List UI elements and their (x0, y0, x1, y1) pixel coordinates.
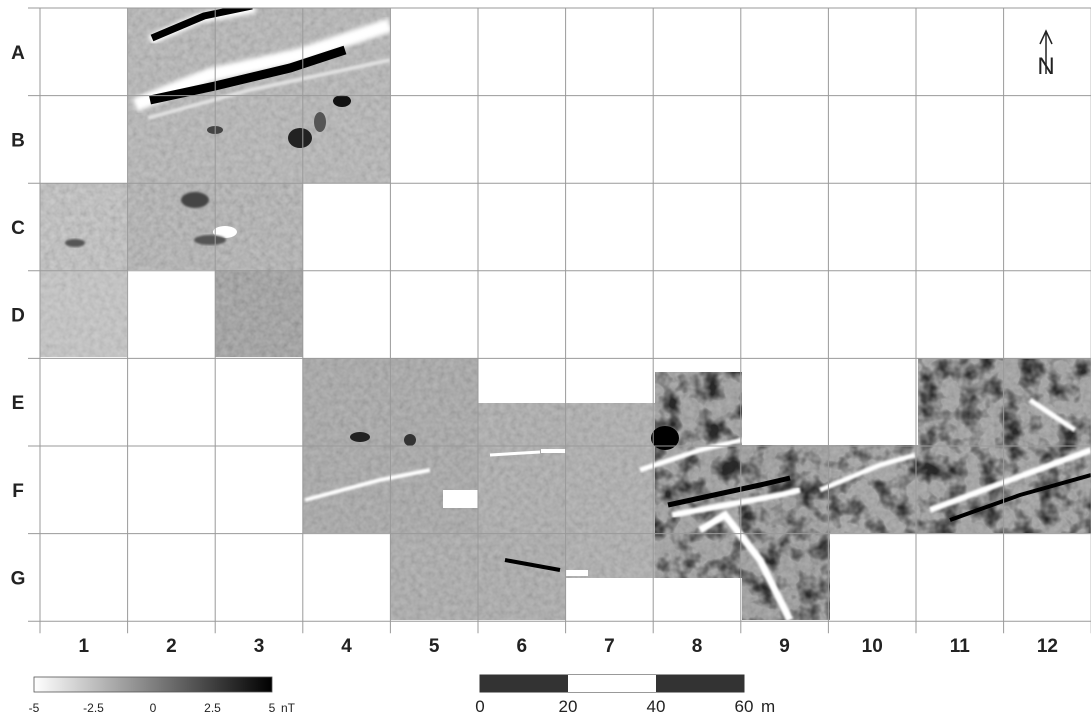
colorbar-tick-label: 5 (269, 701, 276, 715)
scalebar-tick-label: 60 (735, 697, 754, 716)
scalebar-tick-label: 0 (475, 697, 484, 716)
scalebar-segment-3 (656, 675, 744, 692)
scalebar-tick-labels: 0 20 40 60 (475, 697, 753, 716)
tile-block-d3 (215, 270, 303, 357)
scalebar-unit: m (761, 697, 775, 716)
row-label-d: D (11, 306, 25, 327)
column-labels: 1 2 3 4 5 6 7 8 9 10 11 12 (79, 636, 1058, 657)
row-label-g: G (11, 568, 26, 589)
colorbar-gradient (33, 676, 273, 693)
column-label-2: 2 (166, 636, 177, 657)
column-label-3: 3 (254, 636, 265, 657)
scalebar-tick-label: 20 (559, 697, 578, 716)
colorbar-tick-label: -2.5 (83, 701, 104, 715)
scalebar-segment-1 (480, 675, 568, 692)
column-label-11: 11 (950, 636, 971, 657)
column-label-1: 1 (79, 636, 90, 657)
north-arrow: N (1037, 29, 1055, 80)
colorbar-tick-label: 0 (150, 701, 157, 715)
colorbar: -5 -2.5 0 2.5 5 nT (29, 676, 296, 715)
column-label-7: 7 (604, 636, 615, 657)
column-label-12: 12 (1037, 636, 1058, 657)
colorbar-tick-label: 2.5 (204, 701, 221, 715)
row-label-f: F (12, 481, 24, 502)
tile-block-a2-b4 (128, 8, 390, 183)
column-label-9: 9 (779, 636, 790, 657)
north-label: N (1037, 53, 1054, 80)
column-label-5: 5 (429, 636, 440, 657)
survey-grid (28, 7, 1091, 634)
arrow-head-icon (1039, 29, 1053, 45)
tile-block-e4-g12 (303, 358, 1091, 620)
row-label-b: B (11, 130, 25, 151)
column-label-8: 8 (692, 636, 703, 657)
colorbar-tick-labels: -5 -2.5 0 2.5 5 (29, 701, 276, 715)
column-label-6: 6 (517, 636, 528, 657)
row-label-c: C (11, 218, 25, 239)
colorbar-tick-label: -5 (29, 701, 40, 715)
row-label-e: E (12, 393, 25, 414)
row-label-a: A (11, 43, 25, 64)
tile-block-c1-c3 (40, 183, 303, 270)
scalebar-tick-label: 40 (647, 697, 666, 716)
scalebar: 0 20 40 60 m (475, 674, 775, 716)
scalebar-segment-2 (568, 675, 656, 692)
tile-block-d1 (40, 270, 127, 357)
row-labels: A B C D E F G (11, 43, 26, 590)
colorbar-unit: nT (281, 701, 296, 715)
column-label-4: 4 (341, 636, 352, 657)
column-label-10: 10 (862, 636, 883, 657)
